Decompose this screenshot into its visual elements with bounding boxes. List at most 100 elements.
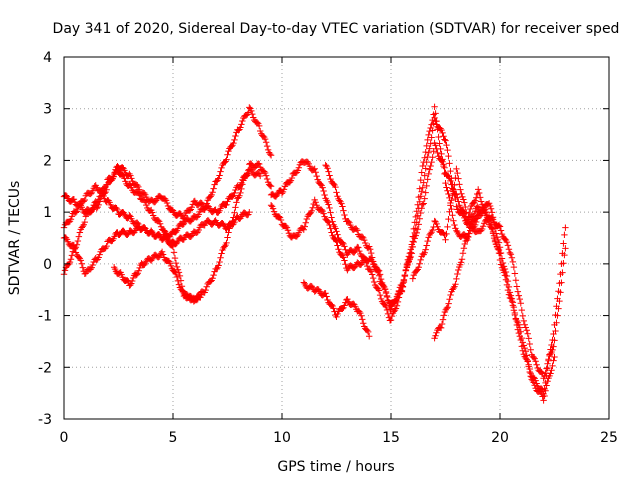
data-point — [496, 250, 504, 257]
data-point — [288, 174, 296, 182]
data-point — [559, 269, 566, 276]
data-point — [427, 140, 434, 147]
data-point — [380, 283, 388, 290]
data-point — [256, 160, 263, 168]
data-point — [417, 256, 424, 264]
data-point — [531, 382, 538, 389]
data-point — [232, 132, 239, 140]
y-tick-label: 0 — [43, 257, 52, 273]
data-point — [522, 324, 529, 331]
data-point — [527, 346, 534, 353]
data-point — [341, 257, 348, 264]
data-point — [497, 227, 505, 234]
x-tick-label: 25 — [600, 430, 618, 446]
data-point — [526, 340, 533, 348]
data-point — [507, 295, 515, 302]
data-point — [375, 287, 383, 294]
data-point — [293, 233, 301, 240]
data-point — [300, 279, 307, 286]
data-point — [518, 334, 525, 342]
data-point — [295, 164, 303, 171]
data-point — [512, 277, 520, 284]
data-point — [507, 251, 515, 258]
data-point — [508, 254, 516, 261]
data-point — [351, 249, 358, 256]
data-point — [167, 262, 175, 270]
data-point — [327, 209, 334, 216]
data-point — [510, 307, 518, 314]
data-point — [530, 354, 537, 361]
data-point — [215, 209, 222, 216]
data-point — [474, 203, 481, 210]
data-point — [341, 302, 348, 309]
data-point — [522, 348, 529, 355]
data-point — [435, 133, 442, 141]
data-point — [426, 145, 433, 152]
data-point — [126, 181, 133, 188]
data-point — [401, 272, 409, 279]
data-point — [261, 169, 269, 177]
data-point — [334, 242, 341, 249]
data-point — [76, 229, 84, 236]
data-point — [269, 205, 277, 212]
data-point — [368, 271, 376, 278]
data-point — [461, 199, 468, 206]
data-point — [280, 186, 288, 193]
data-point — [506, 294, 514, 302]
data-point — [75, 233, 83, 240]
data-point — [421, 154, 428, 161]
data-point — [266, 150, 274, 158]
data-point — [325, 168, 332, 175]
data-point — [155, 231, 163, 238]
data-point — [426, 166, 433, 173]
data-point — [417, 193, 424, 200]
data-point — [425, 170, 432, 178]
data-point — [323, 293, 330, 300]
data-point — [188, 204, 196, 211]
data-point — [423, 182, 430, 190]
data-point — [440, 161, 447, 168]
data-point — [166, 259, 174, 267]
data-point — [93, 199, 100, 207]
data-point — [454, 270, 461, 278]
data-point — [461, 240, 469, 248]
data-point — [355, 244, 362, 251]
data-point — [217, 254, 224, 261]
data-point — [450, 284, 457, 292]
data-point — [436, 140, 443, 147]
data-point — [392, 305, 400, 312]
data-point — [519, 312, 526, 320]
data-point — [270, 208, 278, 215]
data-point — [231, 136, 238, 144]
data-point — [97, 189, 104, 197]
data-point — [148, 257, 155, 264]
data-point — [187, 218, 195, 225]
data-point — [415, 205, 422, 212]
data-point — [519, 339, 526, 346]
data-point — [515, 321, 523, 328]
data-point — [256, 122, 263, 130]
data-point — [332, 183, 339, 191]
data-point — [388, 312, 396, 320]
data-point — [459, 250, 467, 257]
data-point — [479, 223, 487, 230]
data-point — [424, 176, 431, 183]
data-point — [483, 212, 491, 219]
data-point — [560, 260, 567, 267]
data-point — [495, 239, 503, 246]
data-point — [95, 196, 102, 203]
data-point — [431, 103, 438, 110]
data-point — [246, 104, 253, 111]
data-point — [517, 300, 525, 307]
data-point — [376, 291, 384, 299]
data-point — [118, 271, 125, 278]
data-point — [267, 202, 275, 209]
data-point — [359, 233, 366, 241]
data-point — [311, 165, 318, 173]
data-point — [549, 346, 556, 354]
data-point — [458, 190, 465, 197]
data-point — [260, 168, 268, 175]
data-point — [208, 191, 215, 199]
data-point — [452, 195, 459, 203]
